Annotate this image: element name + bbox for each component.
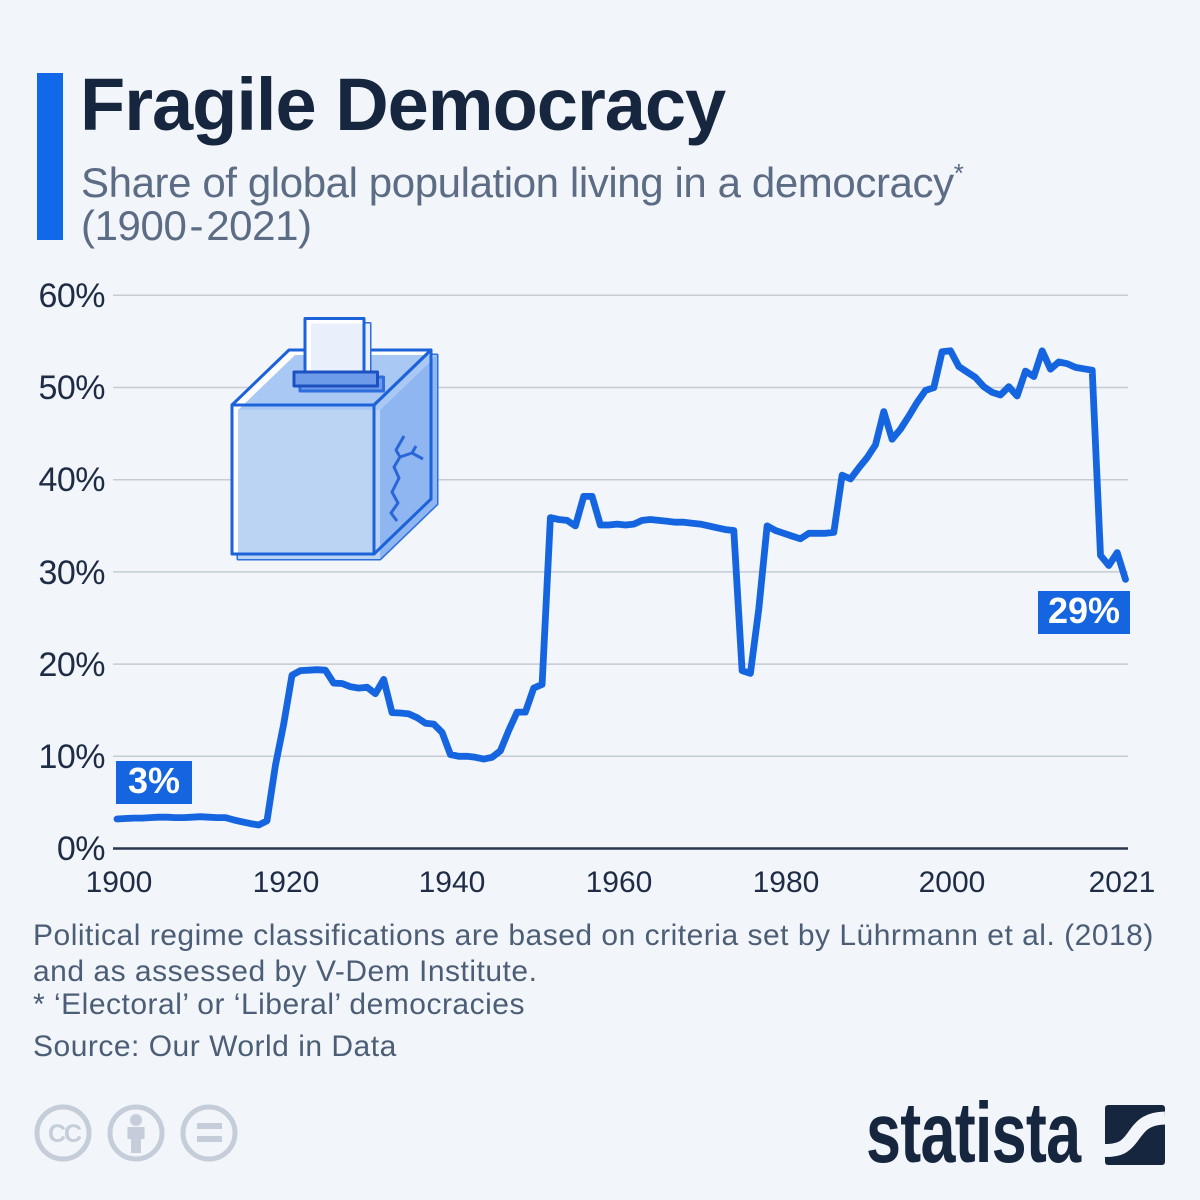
svg-text:CC: CC — [48, 1120, 82, 1148]
